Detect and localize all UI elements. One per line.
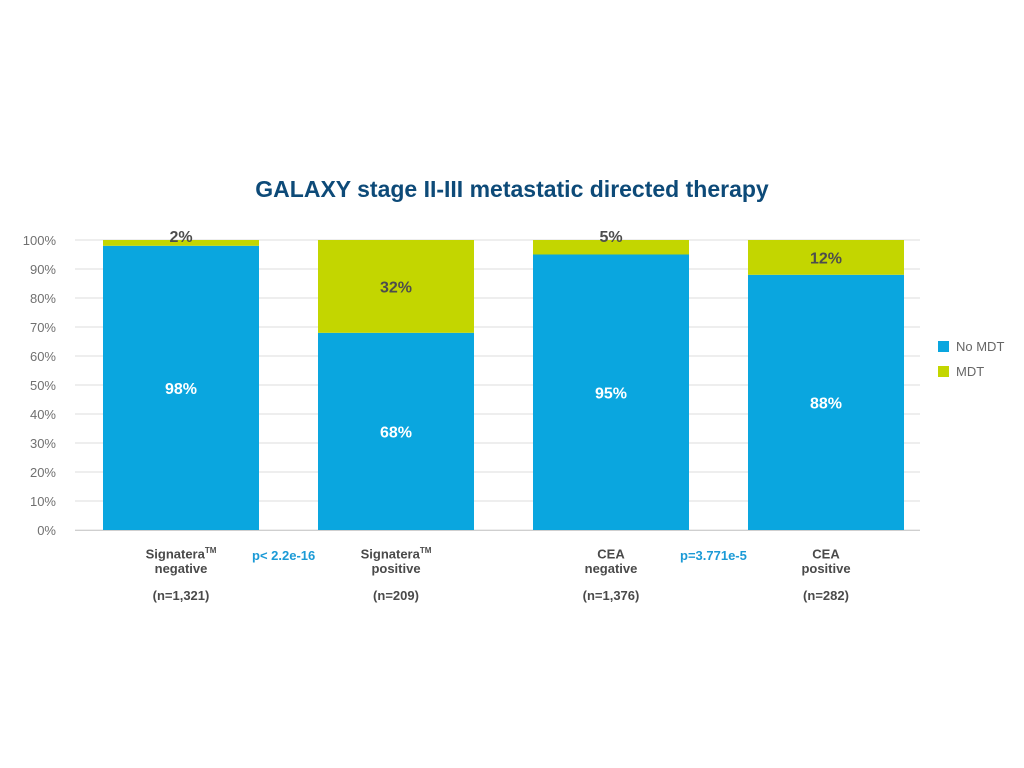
y-tick-label: 100%: [23, 233, 57, 248]
y-tick-label: 30%: [30, 436, 56, 451]
p-value-cea: p=3.771e-5: [680, 548, 747, 563]
category-label-cea-negative: CEA negative (n=1,376): [531, 543, 691, 603]
legend-swatch-no-mdt: [938, 341, 949, 352]
category-n: (n=1,376): [582, 588, 640, 604]
data-label: 12%: [810, 250, 842, 267]
p-value-signatera: p< 2.2e-16: [252, 548, 316, 563]
category-label-cea-positive: CEA positive (n=282): [746, 543, 906, 603]
category-label-signatera-positive: SignateraTM positive (n=209): [316, 543, 476, 603]
category-n: (n=1,321): [152, 588, 210, 604]
y-tick-label: 60%: [30, 349, 56, 364]
y-tick-label: 50%: [30, 378, 56, 393]
y-tick-label: 90%: [30, 262, 56, 277]
data-label: 88%: [810, 395, 842, 412]
category-line1: SignateraTM: [360, 546, 432, 562]
bar-mdt: [533, 240, 689, 255]
category-line1: CEA: [812, 546, 840, 562]
bar-mdt: [318, 240, 474, 333]
category-line1: CEA: [597, 546, 625, 562]
y-tick-label: 10%: [30, 494, 56, 509]
y-tick-label: 70%: [30, 320, 56, 335]
data-label: 5%: [599, 229, 622, 246]
data-label: 32%: [380, 279, 412, 296]
bar-mdt: [748, 240, 904, 275]
legend-label-no-mdt: No MDT: [956, 339, 1005, 354]
legend-item-no-mdt: No MDT: [938, 334, 1004, 359]
category-line2: positive: [371, 561, 421, 577]
bar-no-mdt: [748, 274, 904, 530]
chart-title: GALAXY stage II-III metastatic directed …: [255, 176, 769, 202]
category-line1: SignateraTM: [145, 546, 217, 562]
legend-item-mdt: MDT: [938, 359, 1004, 384]
category-n: (n=282): [803, 588, 849, 604]
legend-swatch-mdt: [938, 366, 949, 377]
bar-no-mdt: [533, 254, 689, 530]
bar-mdt: [103, 240, 259, 246]
data-label: 95%: [595, 385, 627, 402]
chart-legend: No MDT MDT: [938, 334, 1004, 384]
data-label: 68%: [380, 424, 412, 441]
data-label: 2%: [169, 229, 192, 246]
bar-no-mdt: [318, 332, 474, 530]
y-tick-label: 80%: [30, 291, 56, 306]
legend-label-mdt: MDT: [956, 364, 985, 379]
category-line2: positive: [801, 561, 851, 577]
category-line2: negative: [154, 561, 208, 577]
y-tick-label: 20%: [30, 465, 56, 480]
y-tick-label: 40%: [30, 407, 56, 422]
data-label: 98%: [165, 381, 197, 398]
y-tick-label: 0%: [37, 523, 56, 538]
category-line2: negative: [584, 561, 638, 577]
category-label-signatera-negative: SignateraTM negative (n=1,321): [101, 543, 261, 603]
category-n: (n=209): [373, 588, 419, 604]
bar-no-mdt: [103, 245, 259, 531]
